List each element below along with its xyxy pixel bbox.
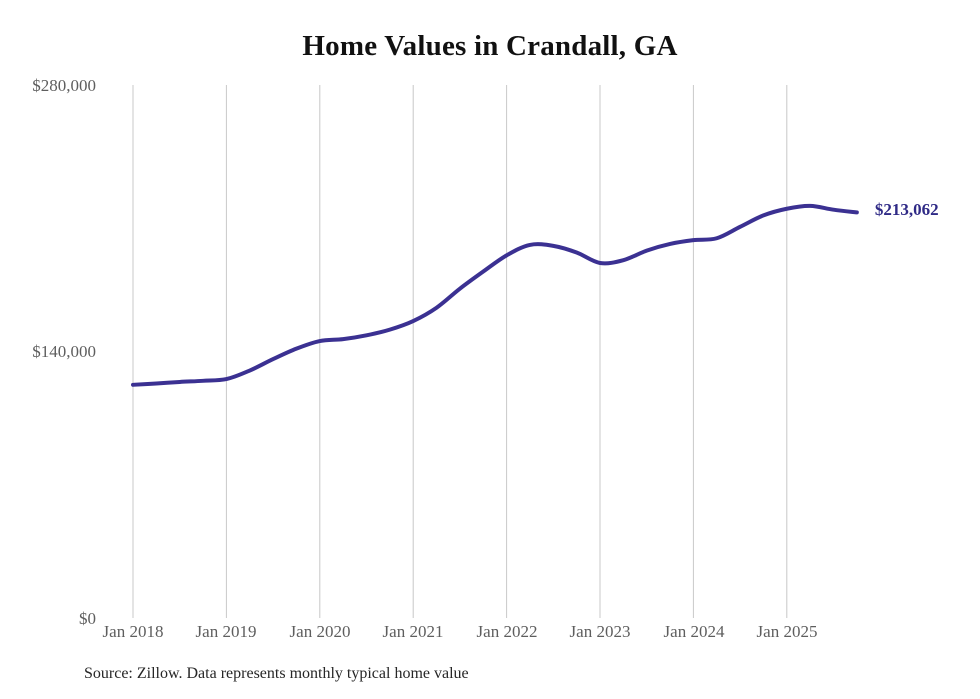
chart-title: Home Values in Crandall, GA [302,30,678,62]
series-line-typical-home-value [131,203,859,387]
gridlines-group [132,85,788,618]
source-note: Source: Zillow. Data represents monthly … [84,665,469,682]
xtick-label-jan-2020: Jan 2020 [289,622,351,641]
xtick-label-jan-2021: Jan 2021 [382,622,444,641]
xtick-label-jan-2025: Jan 2025 [756,622,818,641]
xtick-label-jan-2019: Jan 2019 [195,622,257,641]
xtick-label-jan-2024: Jan 2024 [663,622,725,641]
end-value-annotation: $213,062 [874,200,939,220]
xtick-label-jan-2022: Jan 2022 [476,622,538,641]
xtick-label-jan-2018: Jan 2018 [102,622,164,641]
xtick-label-jan-2023: Jan 2023 [569,622,631,641]
ytick-label-140000: $140,000 [32,342,96,361]
ytick-label-0: $0 [79,609,96,628]
ytick-label-280000: $280,000 [32,76,96,95]
